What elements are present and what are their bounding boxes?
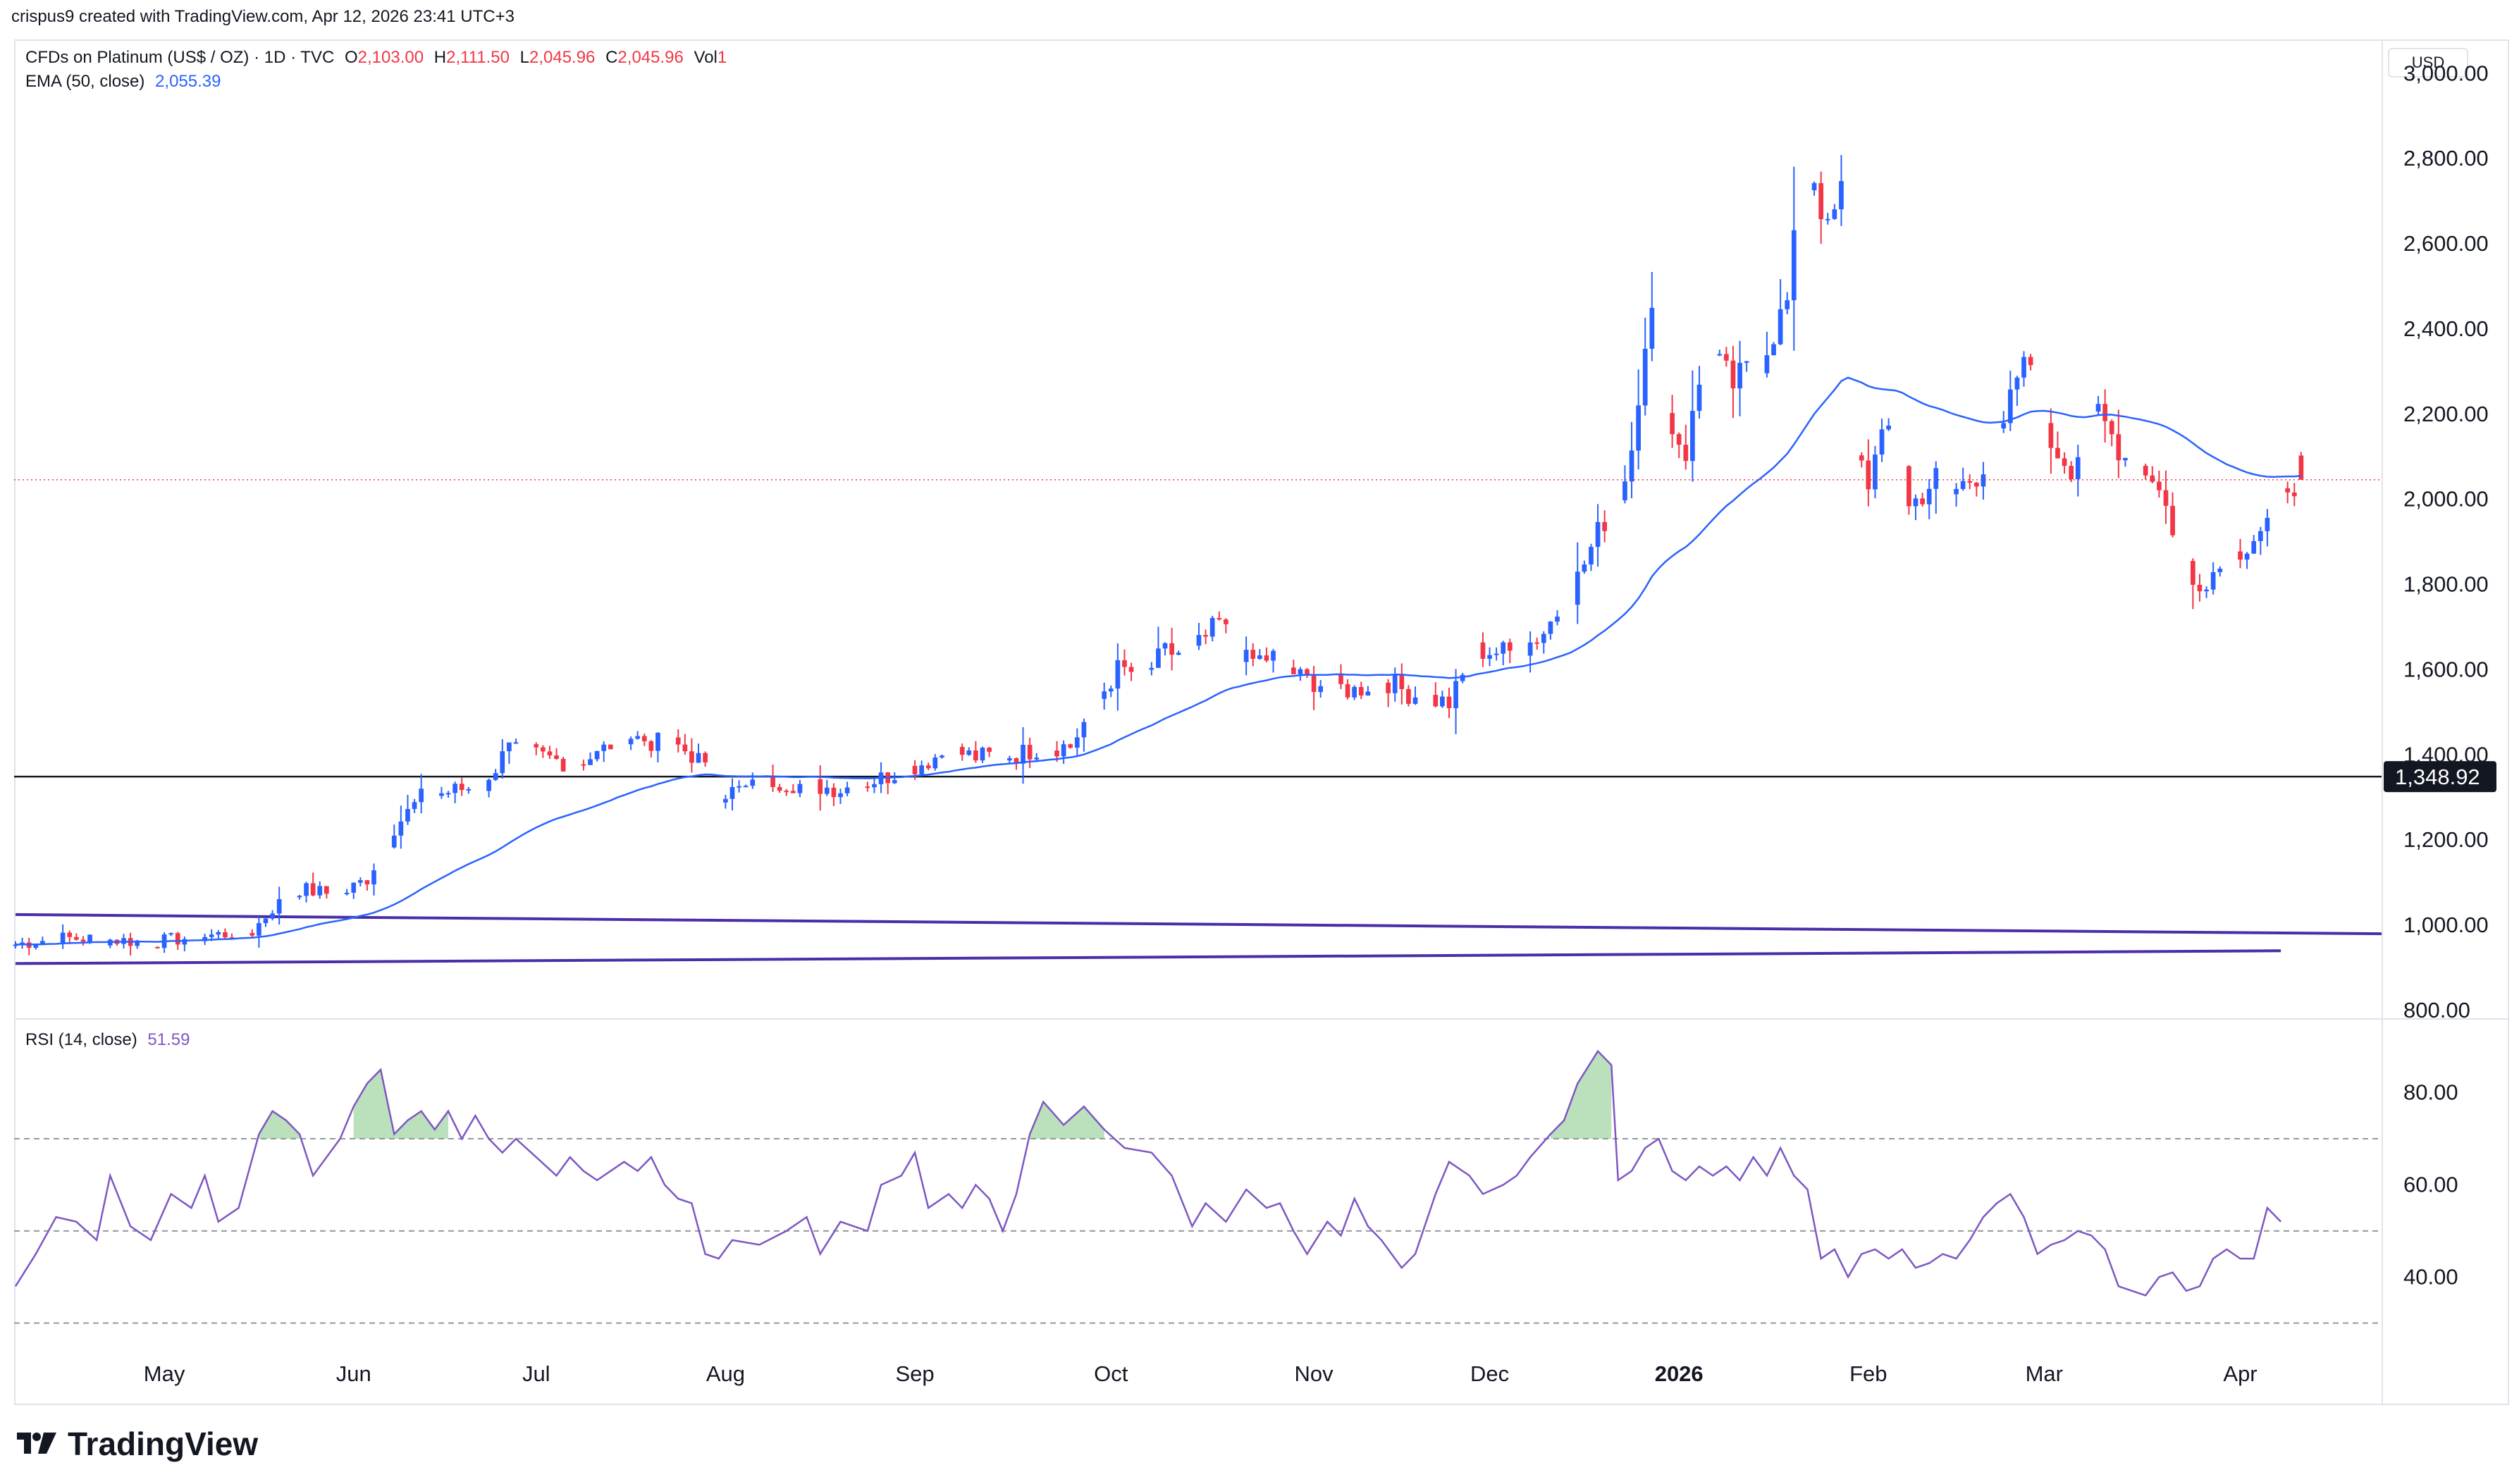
currency-button[interactable]: USD bbox=[2388, 48, 2468, 78]
rsi-value: 51.59 bbox=[147, 1030, 190, 1049]
open-value: 2,103.00 bbox=[357, 48, 424, 67]
low-label: L bbox=[519, 48, 529, 67]
low-value: 2,045.96 bbox=[529, 48, 596, 67]
volume-label: Vol bbox=[694, 48, 717, 67]
symbol-legend: CFDs on Platinum (US$ / OZ) · 1D · TVC O… bbox=[25, 48, 732, 68]
ema-value: 2,055.39 bbox=[155, 72, 221, 91]
symbol-title[interactable]: CFDs on Platinum (US$ / OZ) · 1D · TVC bbox=[25, 48, 335, 67]
chart-header: crispus9 created with TradingView.com, A… bbox=[11, 7, 515, 26]
brand-name: TradingView bbox=[68, 1426, 259, 1462]
close-value: 2,045.96 bbox=[617, 48, 684, 67]
rsi-label: RSI (14, close) bbox=[25, 1030, 137, 1049]
ema-legend[interactable]: EMA (50, close) 2,055.39 bbox=[25, 72, 227, 92]
close-label: C bbox=[605, 48, 618, 67]
ema-label: EMA (50, close) bbox=[25, 72, 145, 91]
high-label: H bbox=[433, 48, 447, 67]
volume-value: 1 bbox=[717, 48, 727, 67]
tradingview-brand[interactable]: TradingView bbox=[16, 1425, 258, 1463]
rsi-legend[interactable]: RSI (14, close) 51.59 bbox=[25, 1030, 195, 1050]
tradingview-logo-icon bbox=[17, 1433, 56, 1454]
chart-frame bbox=[14, 39, 2509, 1405]
open-label: O bbox=[344, 48, 358, 67]
high-value: 2,111.50 bbox=[446, 48, 510, 67]
